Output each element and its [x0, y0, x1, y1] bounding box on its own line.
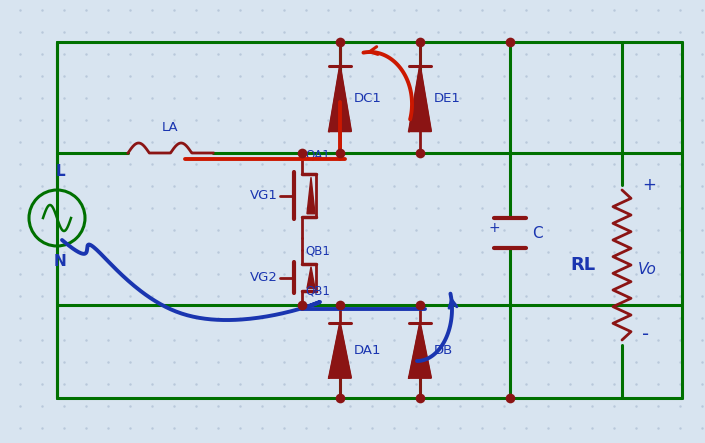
- Text: DB: DB: [434, 344, 453, 357]
- Text: DE1: DE1: [434, 92, 461, 105]
- Text: DC1: DC1: [354, 92, 382, 105]
- Polygon shape: [307, 177, 315, 214]
- Polygon shape: [329, 323, 351, 378]
- Text: N: N: [54, 254, 66, 269]
- Text: +: +: [488, 221, 500, 235]
- Text: QB1: QB1: [305, 285, 330, 298]
- Text: VG1: VG1: [250, 189, 278, 202]
- Text: L: L: [55, 164, 65, 179]
- Text: RL: RL: [570, 256, 595, 274]
- Polygon shape: [329, 66, 351, 131]
- Text: +: +: [642, 176, 656, 194]
- Polygon shape: [409, 66, 431, 131]
- Text: -: -: [642, 325, 649, 344]
- Text: DA1: DA1: [354, 344, 381, 357]
- Text: Vo: Vo: [638, 263, 657, 277]
- Polygon shape: [409, 323, 431, 378]
- Polygon shape: [307, 267, 315, 288]
- Text: QA1: QA1: [305, 148, 330, 161]
- Text: QB1: QB1: [305, 245, 330, 258]
- Text: C: C: [532, 225, 543, 241]
- Text: VG2: VG2: [250, 271, 278, 284]
- Text: LA: LA: [162, 121, 179, 134]
